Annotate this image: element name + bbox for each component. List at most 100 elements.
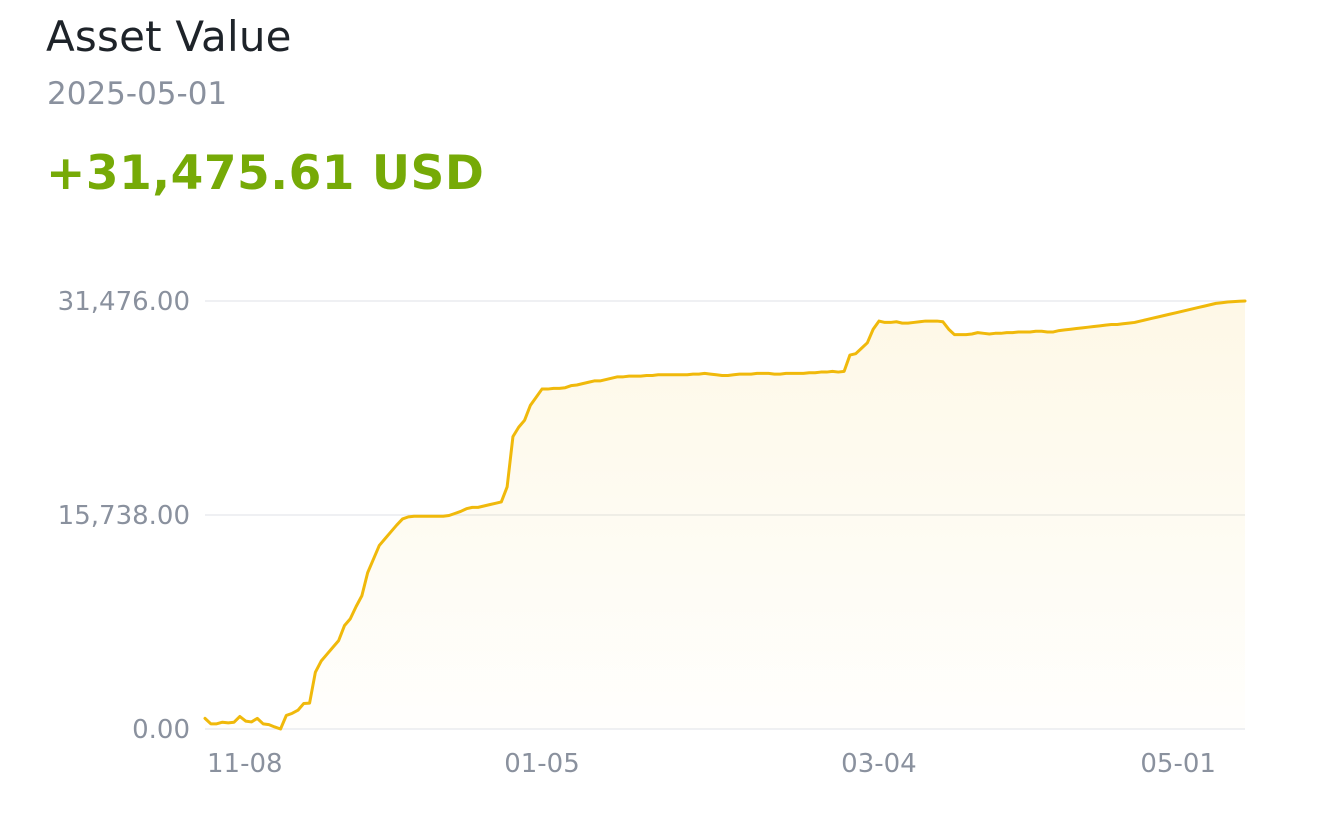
data-point (575, 383, 579, 387)
data-point (261, 722, 265, 726)
data-point (215, 722, 219, 726)
data-point (999, 331, 1003, 335)
data-point (284, 713, 288, 717)
data-point (412, 514, 416, 518)
data-point (203, 716, 207, 720)
data-point (406, 515, 410, 519)
data-point (703, 371, 707, 375)
data-point (383, 537, 387, 541)
data-point (255, 716, 259, 720)
data-point (557, 386, 561, 390)
data-point (801, 371, 805, 375)
data-point (761, 371, 765, 375)
data-point (470, 505, 474, 509)
area-fill (205, 301, 1245, 729)
data-point (1115, 322, 1119, 326)
data-point (947, 327, 951, 331)
data-point (714, 373, 718, 377)
data-point (982, 331, 986, 335)
data-point (923, 319, 927, 323)
data-point (348, 617, 352, 621)
data-point (319, 659, 323, 663)
data-point (755, 371, 759, 375)
data-point (825, 370, 829, 374)
data-point (418, 514, 422, 518)
data-point (1034, 329, 1038, 333)
data-point (877, 319, 881, 323)
data-point (842, 369, 846, 373)
data-point (325, 652, 329, 656)
data-point (1220, 301, 1224, 305)
data-point (337, 639, 341, 643)
data-point (401, 517, 405, 521)
data-point (331, 645, 335, 649)
data-point (296, 708, 300, 712)
data-point (796, 371, 800, 375)
data-point (941, 320, 945, 324)
data-point (1022, 330, 1026, 334)
data-point (639, 374, 643, 378)
data-point (1214, 301, 1218, 305)
data-point (232, 720, 236, 724)
data-point (860, 346, 864, 350)
data-point (1098, 324, 1102, 328)
data-point (958, 333, 962, 337)
data-point (360, 594, 364, 598)
data-point (1144, 318, 1148, 322)
page-title: Asset Value (46, 12, 292, 61)
data-point (720, 373, 724, 377)
data-point (935, 319, 939, 323)
x-tick-label: 05-01 (1140, 749, 1216, 779)
data-point (726, 373, 730, 377)
data-point (377, 543, 381, 547)
data-point (1063, 328, 1067, 332)
data-point (819, 370, 823, 374)
data-point (1011, 331, 1015, 335)
data-point (592, 379, 596, 383)
data-point (598, 379, 602, 383)
data-point (900, 321, 904, 325)
data-point (313, 670, 317, 674)
data-point (807, 371, 811, 375)
data-point (488, 503, 492, 507)
data-point (569, 384, 573, 388)
data-point (453, 511, 457, 515)
data-point (708, 372, 712, 376)
data-point (865, 341, 869, 345)
data-point (790, 371, 794, 375)
data-point (371, 557, 375, 561)
data-point (662, 373, 666, 377)
data-point (1162, 314, 1166, 318)
data-point (1197, 305, 1201, 309)
data-point (499, 500, 503, 504)
series-line (203, 299, 1247, 731)
data-point (220, 720, 224, 724)
data-point (778, 372, 782, 376)
data-point (308, 701, 312, 705)
data-point (435, 514, 439, 518)
data-point (1057, 329, 1061, 333)
data-point (1237, 299, 1241, 303)
data-point (209, 722, 213, 726)
data-point (447, 514, 451, 518)
data-point (459, 509, 463, 513)
data-point (1005, 331, 1009, 335)
data-point (953, 333, 957, 337)
data-point (650, 373, 654, 377)
data-point (1138, 319, 1142, 323)
data-point (929, 319, 933, 323)
data-point (494, 501, 498, 505)
data-point (1191, 307, 1195, 311)
data-point (1156, 315, 1160, 319)
data-point (1086, 325, 1090, 329)
data-point (918, 320, 922, 324)
data-point (1208, 303, 1212, 307)
data-point (1016, 330, 1020, 334)
data-point (691, 372, 695, 376)
data-point (290, 711, 294, 715)
data-point (389, 530, 393, 534)
data-point (249, 720, 253, 724)
data-point (482, 504, 486, 508)
data-point (772, 372, 776, 376)
